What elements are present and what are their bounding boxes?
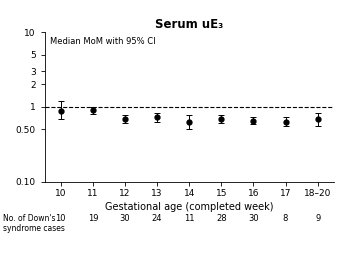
Title: Serum uE₃: Serum uE₃: [155, 18, 223, 31]
Text: 30: 30: [120, 214, 130, 223]
Text: 11: 11: [184, 214, 194, 223]
Text: No. of Down's
syndrome cases: No. of Down's syndrome cases: [3, 214, 65, 233]
Text: 8: 8: [283, 214, 288, 223]
Text: Median MoM with 95% CI: Median MoM with 95% CI: [51, 37, 156, 46]
Text: 30: 30: [248, 214, 259, 223]
Text: 19: 19: [88, 214, 98, 223]
Text: 9: 9: [315, 214, 320, 223]
Text: 28: 28: [216, 214, 227, 223]
Text: 10: 10: [55, 214, 66, 223]
X-axis label: Gestational age (completed week): Gestational age (completed week): [105, 202, 273, 212]
Text: 24: 24: [152, 214, 162, 223]
